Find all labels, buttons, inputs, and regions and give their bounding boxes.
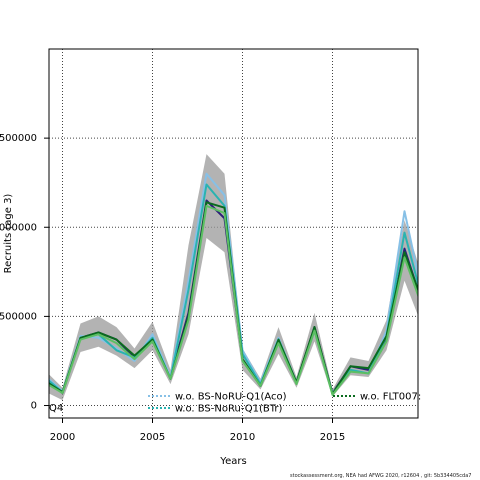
x-axis-ticks: 2000 2005 2010 2015 [50,418,345,443]
y-axis-title: Recruits (age 3) [3,194,14,274]
footer-credit: stockassessment.org, NEA had AFWG 2020, … [290,473,472,479]
legend-entry-label: w.o. BS-NoRu-Q1(BTr) [175,404,283,415]
series-line-4 [49,204,418,396]
series-lines-layer [49,172,418,396]
y-tick-label: 500000 [0,311,37,322]
y-axis-ticks: 0 500000 000000 500000 [0,133,49,412]
y-tick-label: 000000 [0,222,37,233]
legend-entry-label: w.o. FLT007: [360,392,421,403]
legend-entry-label: w.o. BS-NoRU-Q1(Aco) [175,392,287,403]
legend: Q4 w.o. BS-NoRU-Q1(Aco)w.o. BS-NoRu-Q1(B… [49,392,421,415]
y-tick-label: 500000 [0,133,37,144]
x-tick-label: 2010 [230,432,255,443]
x-axis-title: Years [219,456,246,467]
legend-cutoff-label: Q4 [49,403,63,414]
plot-frame [48,48,419,419]
y-tick-label: 0 [31,401,37,412]
x-tick-label: 2005 [140,432,165,443]
x-tick-label: 2000 [50,432,75,443]
x-tick-label: 2015 [320,432,345,443]
